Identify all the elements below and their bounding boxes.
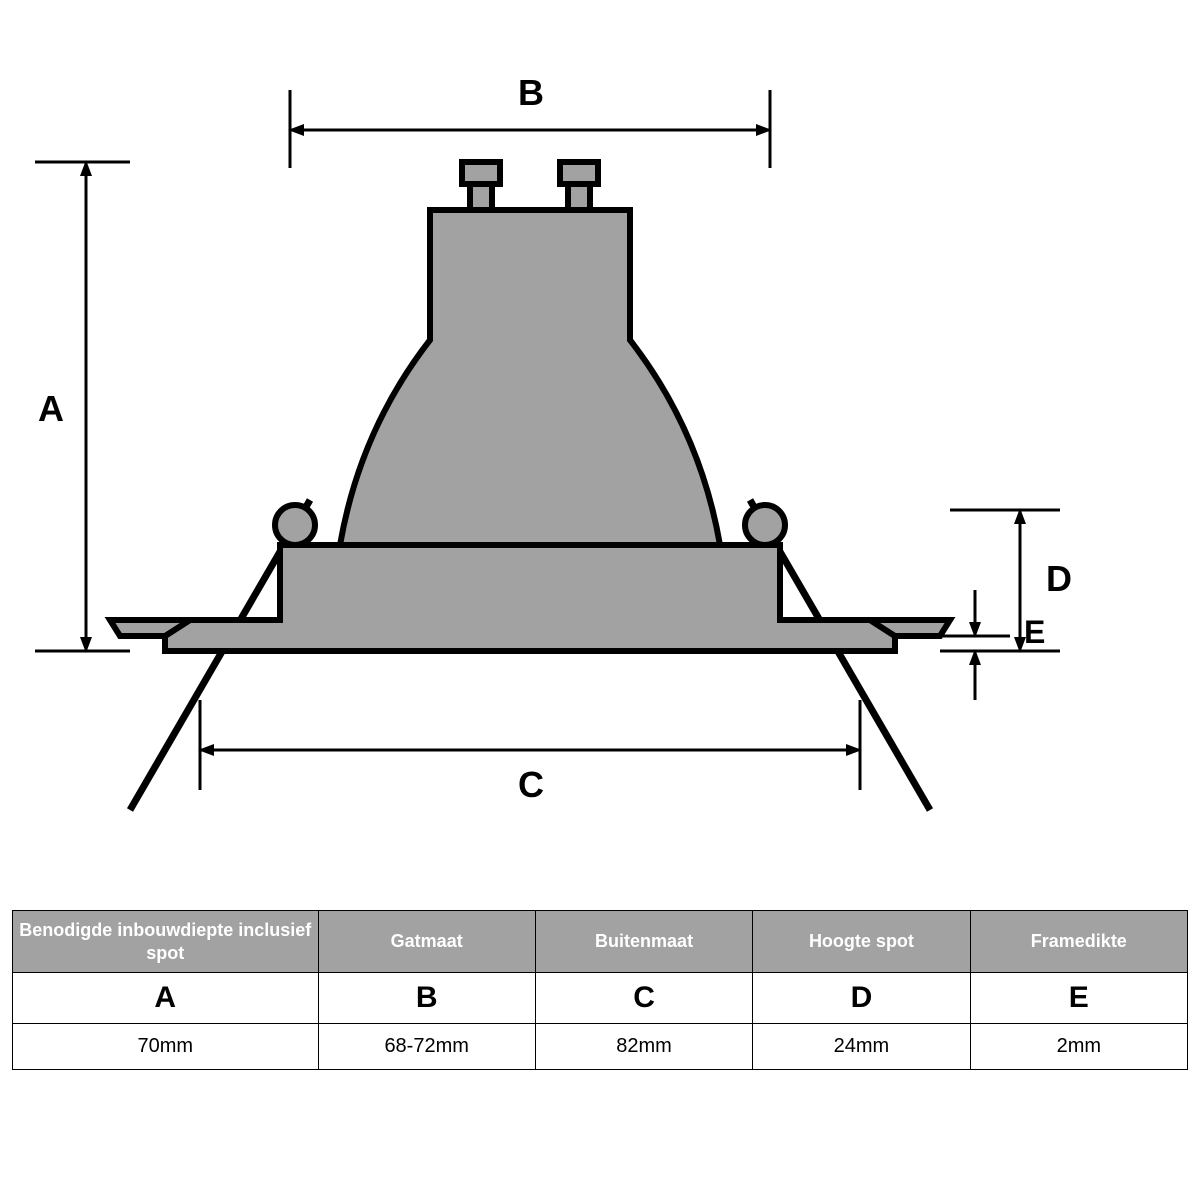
- letter-E: E: [970, 973, 1187, 1024]
- label-D: D: [1046, 558, 1072, 600]
- label-C: C: [518, 764, 544, 806]
- header-D: Hoogte spot: [753, 911, 970, 973]
- clip-head-left: [275, 505, 315, 545]
- value-A: 70mm: [13, 1024, 319, 1070]
- table-header-row: Benodigde inbouwdiepte inclusief spot Ga…: [13, 911, 1188, 973]
- value-C: 82mm: [535, 1024, 752, 1070]
- letter-A: A: [13, 973, 319, 1024]
- drawing-svg: [0, 0, 1200, 900]
- label-B: B: [518, 72, 544, 114]
- value-D: 24mm: [753, 1024, 970, 1070]
- bulb-pins: [462, 162, 598, 210]
- label-A: A: [38, 388, 64, 430]
- spec-table: Benodigde inbouwdiepte inclusief spot Ga…: [12, 910, 1188, 1070]
- letter-D: D: [753, 973, 970, 1024]
- value-E: 2mm: [970, 1024, 1187, 1070]
- letter-C: C: [535, 973, 752, 1024]
- technical-drawing: A B C D E: [0, 0, 1200, 900]
- table-letter-row: A B C D E: [13, 973, 1188, 1024]
- header-E: Framedikte: [970, 911, 1187, 973]
- header-B: Gatmaat: [318, 911, 535, 973]
- clip-head-right: [745, 505, 785, 545]
- label-E: E: [1024, 614, 1045, 651]
- letter-B: B: [318, 973, 535, 1024]
- value-B: 68-72mm: [318, 1024, 535, 1070]
- header-A: Benodigde inbouwdiepte inclusief spot: [13, 911, 319, 973]
- table-value-row: 70mm 68-72mm 82mm 24mm 2mm: [13, 1024, 1188, 1070]
- header-C: Buitenmaat: [535, 911, 752, 973]
- bulb-body: [340, 210, 720, 545]
- dim-E: [940, 590, 1010, 700]
